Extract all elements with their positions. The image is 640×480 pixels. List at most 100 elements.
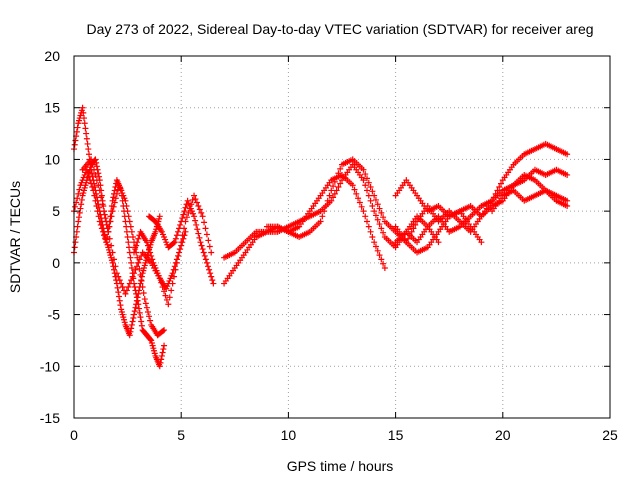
plus-marker (122, 197, 129, 204)
y-tick-label: -5 (48, 307, 61, 323)
plus-marker (93, 163, 100, 170)
plus-marker (176, 249, 183, 256)
x-tick-label: 15 (388, 427, 404, 443)
plus-marker (564, 151, 571, 158)
plus-marker (128, 228, 135, 235)
plus-marker (355, 195, 362, 202)
x-axis-label: GPS time / hours (287, 458, 394, 474)
plus-marker (200, 249, 207, 256)
plus-marker (109, 249, 116, 256)
plus-marker (126, 244, 133, 251)
plus-marker (76, 186, 83, 193)
y-tick-label: -10 (40, 358, 60, 374)
plus-marker (360, 177, 367, 184)
plus-marker (86, 173, 93, 180)
y-tick-label: 20 (44, 48, 60, 64)
x-tick-label: 25 (602, 427, 618, 443)
plus-marker (206, 243, 213, 250)
plus-marker (90, 187, 97, 194)
plus-marker (564, 202, 571, 209)
plus-marker (108, 213, 115, 220)
plus-marker (192, 196, 199, 203)
plus-marker (333, 187, 340, 194)
x-tick-label: 5 (177, 427, 185, 443)
plus-marker (371, 239, 378, 246)
plus-marker (127, 328, 134, 335)
plus-marker (116, 297, 123, 304)
plus-marker (135, 301, 142, 308)
plus-marker (362, 213, 369, 220)
plus-marker (72, 137, 79, 144)
plus-marker (206, 266, 213, 273)
tick-labels: 0 5 10 15 20 25 -15 -10 -5 0 5 10 15 20 (40, 48, 618, 443)
plus-marker (180, 211, 187, 218)
plus-marker (111, 187, 118, 194)
plus-marker (195, 202, 202, 209)
plus-marker (172, 235, 179, 242)
plus-marker (496, 184, 503, 191)
plus-marker (78, 201, 85, 208)
plus-marker (353, 190, 360, 197)
plus-marker (84, 170, 91, 177)
plus-marker (369, 202, 376, 209)
plus-marker (172, 259, 179, 266)
plus-marker (144, 242, 151, 249)
plus-marker (119, 283, 126, 290)
plus-marker (95, 182, 102, 189)
plus-marker (114, 284, 121, 291)
plus-marker (166, 294, 173, 301)
plus-marker (105, 228, 112, 235)
plus-marker (374, 216, 381, 223)
plus-marker (113, 270, 120, 277)
plus-marker (381, 265, 388, 272)
plus-marker (182, 228, 189, 235)
plus-marker (326, 192, 333, 199)
plus-marker (331, 178, 338, 185)
plus-marker (102, 215, 109, 222)
plus-marker (380, 260, 387, 267)
plus-marker (194, 226, 201, 233)
data-points (71, 104, 571, 370)
plus-marker (128, 265, 135, 272)
x-tick-label: 0 (70, 427, 78, 443)
plus-marker (365, 223, 372, 230)
plus-marker (111, 266, 118, 273)
plus-marker (337, 165, 344, 172)
plus-marker (324, 197, 331, 204)
plus-marker (159, 349, 166, 356)
series-track-j (392, 140, 571, 220)
plus-marker (74, 124, 81, 131)
plus-marker (109, 259, 116, 266)
plus-marker (197, 239, 204, 246)
plus-marker (478, 239, 485, 246)
plus-marker (349, 182, 356, 189)
plus-marker (362, 182, 369, 189)
plus-marker (335, 170, 342, 177)
plus-marker (156, 363, 163, 370)
plus-marker (181, 225, 188, 232)
plus-marker (133, 263, 140, 270)
plus-marker (180, 235, 187, 242)
plus-marker (333, 174, 340, 181)
plus-marker (128, 325, 135, 332)
plus-marker (82, 125, 89, 132)
plus-marker (81, 115, 88, 122)
plus-marker (168, 287, 175, 294)
plus-marker (115, 289, 122, 296)
plus-marker (126, 280, 133, 287)
plus-marker (118, 280, 125, 287)
plus-marker (412, 221, 419, 228)
plus-marker (202, 225, 209, 232)
plus-marker (116, 277, 123, 284)
plus-marker (171, 239, 178, 246)
plus-marker (147, 249, 154, 256)
plus-marker (170, 266, 177, 273)
plus-marker (143, 304, 150, 311)
plus-marker (362, 171, 369, 178)
plus-marker (171, 263, 178, 270)
plus-marker (83, 130, 90, 137)
plus-marker (199, 213, 206, 220)
plus-marker (378, 256, 385, 263)
